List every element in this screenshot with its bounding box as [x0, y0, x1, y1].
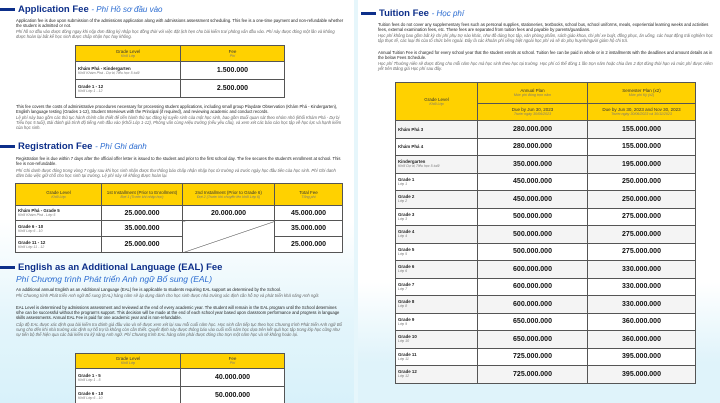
- semester-fee-cell: 360.000.000: [587, 330, 696, 349]
- semester-fee-cell: 330.000.000: [587, 277, 696, 296]
- registration-fee-table: Grade Level Khối Lớp 1st Installment (Prio…: [15, 183, 343, 253]
- grade-cell: Grade 7 Lớp 7: [395, 277, 478, 296]
- grade-cell: Grade 11 Lớp 11: [395, 347, 478, 366]
- grade-cell: Grade 12 Lớp 12: [395, 365, 478, 384]
- annual-fee-cell: 725.000.000: [477, 347, 588, 366]
- semester-fee-cell: 395.000.000: [587, 347, 696, 366]
- annual-fee-cell: 725.000.000: [477, 365, 588, 384]
- semester-fee-cell: 155.000.000: [587, 120, 696, 139]
- application-note: This fee covers the costs of administrat…: [16, 104, 338, 115]
- semester-fee-cell: 250.000.000: [587, 190, 696, 209]
- grade-cell: Grade 1 Lớp 1: [395, 172, 478, 191]
- semester-fee-cell: 360.000.000: [587, 312, 696, 331]
- annual-fee-cell: 280.000.000: [477, 120, 588, 139]
- eal-fee-table: Grade Level Khối Lớp Fee Phí Grade 1 - 5 Khố…: [75, 353, 285, 403]
- tuition-desc-vi: Học phí không bao gồm bất kỳ chi phí phụ…: [378, 33, 713, 44]
- grade-cell: Grade 10 Lớp 10: [395, 330, 478, 349]
- eal-fee-heading: English as an Additional Language (EAL) …: [0, 262, 222, 273]
- grade-cell: Grade 3 Lớp 3: [395, 207, 478, 226]
- semester-fee-cell: 275.000.000: [587, 225, 696, 244]
- eal-level-desc-vi: Cấp độ EAL được xác định qua bài kiểm tr…: [16, 322, 342, 338]
- semester-fee-cell: 275.000.000: [587, 242, 696, 261]
- annual-fee-cell: 500.000.000: [477, 207, 588, 226]
- application-desc-vi: Phí hồ sơ đầu vào được đóng ngay khi nộp…: [16, 29, 335, 40]
- semester-fee-cell: 330.000.000: [587, 295, 696, 314]
- grade-cell: Grade 2 Lớp 2: [395, 190, 478, 209]
- semester-fee-cell: 275.000.000: [587, 207, 696, 226]
- right-page: Tuition Fee - Học phí Tuition fees do no…: [358, 0, 720, 403]
- annual-fee-cell: 350.000.000: [477, 155, 588, 174]
- annual-fee-cell: 600.000.000: [477, 295, 588, 314]
- annual-fee-cell: 500.000.000: [477, 242, 588, 261]
- table-row: Grade 9 Lớp 9 650.000.000 360.000.000: [395, 312, 696, 331]
- table-row: Grade 3 Lớp 3 500.000.000 275.000.000: [395, 207, 696, 226]
- application-fee-heading: Application Fee - Phí Hồ sơ đầu vào: [0, 4, 162, 15]
- table-row: Grade 1 - 12 Khối Lớp 1 - 12 2.500.000: [75, 79, 285, 98]
- tuition-desc: Tuition fees do not cover any supplement…: [378, 22, 709, 33]
- semester-fee-cell: 195.000.000: [587, 155, 696, 174]
- semester-fee-cell: 330.000.000: [587, 260, 696, 279]
- table-row: Grade 11 Lớp 11 725.000.000 395.000.000: [395, 347, 696, 366]
- grade-cell: Khám Phá 4: [395, 137, 478, 156]
- table-row: Grade 8 Lớp 8 600.000.000 330.000.000: [395, 295, 696, 314]
- table-row: Grade 6 - 10 Khối Lớp 6 - 10 50.000.000: [75, 386, 285, 403]
- grade-cell: Grade 5 Lớp 5: [395, 242, 478, 261]
- annual-fee-cell: 650.000.000: [477, 312, 588, 331]
- annual-fee-cell: 450.000.000: [477, 190, 588, 209]
- semester-fee-cell: 155.000.000: [587, 137, 696, 156]
- registration-fee-heading: Registration Fee - Phí Ghi danh: [0, 141, 147, 152]
- annual-fee-cell: 450.000.000: [477, 172, 588, 191]
- application-desc: Application fee is due upon submission o…: [16, 18, 344, 29]
- table-row: Khám Phá 4 280.000.000 155.000.000: [395, 137, 696, 156]
- tuition-fee-heading: Tuition Fee - Học phí: [361, 8, 464, 19]
- table-row: Grade 12 Lớp 12 725.000.000 395.000.000: [395, 365, 696, 384]
- tuition-annual-desc: Annual Tuition Fee is charged for every …: [378, 50, 713, 61]
- tuition-annual-desc-vi: Học phí Thường niên sẽ được đóng cho mỗi…: [378, 61, 713, 72]
- table-row: Grade 2 Lớp 2 450.000.000 250.000.000: [395, 190, 696, 209]
- annual-fee-cell: 600.000.000: [477, 277, 588, 296]
- grade-cell: Grade 9 Lớp 9: [395, 312, 478, 331]
- tuition-fee-table: Grade Level Khối Lớp Annual Plan Mức phí đó…: [395, 82, 696, 384]
- table-row: Grade 11 - 12 Khối Lớp 11 - 12 25.000.000 2…: [15, 236, 343, 253]
- table-row: Khám Phá 3 280.000.000 155.000.000: [395, 120, 696, 139]
- table-row: Grade 1 Lớp 1 450.000.000 250.000.000: [395, 172, 696, 191]
- annual-fee-cell: 600.000.000: [477, 260, 588, 279]
- annual-fee-cell: 500.000.000: [477, 225, 588, 244]
- table-row: Grade 10 Lớp 10 650.000.000 360.000.000: [395, 330, 696, 349]
- table-row: Grade 6 Lớp 6 600.000.000 330.000.000: [395, 260, 696, 279]
- table-row: Grade 1 - 5 Khối Lớp 1 - 5 40.000.000: [75, 368, 285, 387]
- semester-fee-cell: 395.000.000: [587, 365, 696, 384]
- grade-cell: Grade 4 Lớp 4: [395, 225, 478, 244]
- eal-desc-vi: Phí Chương trình Phát triển Anh ngữ Bổ s…: [16, 293, 320, 298]
- application-note-vi: Lệ phí này bao gồm các thủ tục hành chín…: [16, 115, 342, 131]
- table-row: Grade 5 Lớp 5 500.000.000 275.000.000: [395, 242, 696, 261]
- left-page: Application Fee - Phí Hồ sơ đầu vào Appl…: [0, 0, 354, 403]
- registration-desc: Registration fee is due within 7 days af…: [16, 156, 341, 167]
- registration-desc-vi: Phí Ghi danh được đóng trong vòng 7 ngày…: [16, 168, 336, 179]
- table-row: Khám Phá - Kindergarten Khối Khám Phá - D…: [75, 61, 285, 80]
- application-fee-table: Grade Level Khối Lớp Fee Phí Khám Phá - Kin…: [75, 45, 285, 98]
- annual-fee-cell: 280.000.000: [477, 137, 588, 156]
- eal-level-desc: EAL Level is determined by admissions as…: [16, 305, 340, 321]
- eal-desc: An additional annual English as an Addit…: [16, 287, 281, 292]
- eal-fee-heading-vi: Phí Chương trình Phát triển Anh ngữ Bổ s…: [16, 274, 213, 284]
- table-row: Grade 4 Lớp 4 500.000.000 275.000.000: [395, 225, 696, 244]
- table-row: Grade 6 - 10 Khối Lớp 6 - 10 35.000.000 35.…: [15, 220, 343, 253]
- grade-cell: Grade 8 Lớp 8: [395, 295, 478, 314]
- semester-fee-cell: 250.000.000: [587, 172, 696, 191]
- grade-cell: Kindergarten Khối Dự bị Tiểu học 5 tuổi: [395, 155, 478, 174]
- grade-cell: Grade 6 Lớp 6: [395, 260, 478, 279]
- grade-cell: Khám Phá 3: [395, 120, 478, 139]
- table-row: Kindergarten Khối Dự bị Tiểu học 5 tuổi 35…: [395, 155, 696, 174]
- table-row: Grade 7 Lớp 7 600.000.000 330.000.000: [395, 277, 696, 296]
- annual-fee-cell: 650.000.000: [477, 330, 588, 349]
